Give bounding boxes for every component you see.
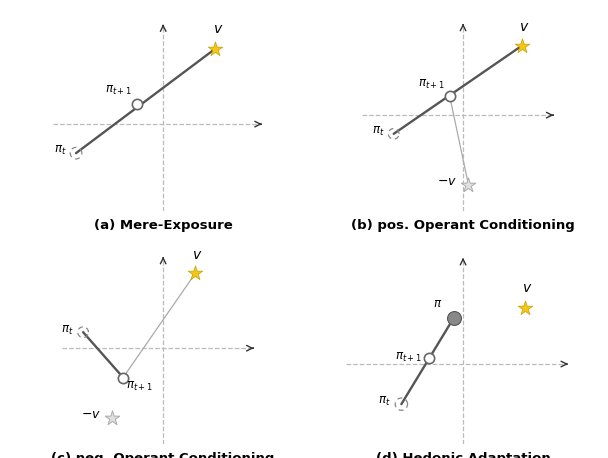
Point bbox=[190, 270, 200, 277]
Point bbox=[520, 305, 530, 312]
Point bbox=[108, 414, 117, 421]
Text: (d) Hedonic Adaptation: (d) Hedonic Adaptation bbox=[376, 452, 550, 458]
Text: $v$: $v$ bbox=[213, 22, 223, 36]
Text: (a) Mere-Exposure: (a) Mere-Exposure bbox=[94, 219, 232, 232]
Point bbox=[119, 374, 128, 381]
Text: $v$: $v$ bbox=[519, 20, 529, 34]
Text: $\pi_{t+1}$: $\pi_{t+1}$ bbox=[105, 84, 132, 97]
Text: $\pi_{t+1}$: $\pi_{t+1}$ bbox=[418, 78, 444, 91]
Point bbox=[445, 93, 455, 100]
Point bbox=[463, 181, 473, 188]
Point bbox=[132, 100, 142, 108]
Text: $v$: $v$ bbox=[522, 281, 533, 295]
Text: $-v$: $-v$ bbox=[437, 175, 457, 188]
Text: (b) pos. Operant Conditioning: (b) pos. Operant Conditioning bbox=[351, 219, 575, 232]
Point bbox=[424, 354, 434, 361]
Text: $v$: $v$ bbox=[192, 248, 202, 262]
Text: $\pi_{t+1}$: $\pi_{t+1}$ bbox=[395, 351, 422, 365]
Text: $\pi_t$: $\pi_t$ bbox=[378, 395, 391, 408]
Text: $\pi_{t+1}$: $\pi_{t+1}$ bbox=[126, 380, 153, 393]
Text: $\pi_t$: $\pi_t$ bbox=[54, 144, 66, 158]
Point bbox=[517, 42, 527, 49]
Text: $\pi_t$: $\pi_t$ bbox=[61, 323, 74, 337]
Text: $-v$: $-v$ bbox=[81, 409, 101, 421]
Text: (c) neg. Operant Conditioning: (c) neg. Operant Conditioning bbox=[52, 452, 275, 458]
Text: $\pi$: $\pi$ bbox=[434, 297, 443, 311]
Text: $\pi_t$: $\pi_t$ bbox=[372, 125, 385, 138]
Point bbox=[449, 314, 458, 322]
Point bbox=[210, 45, 220, 52]
